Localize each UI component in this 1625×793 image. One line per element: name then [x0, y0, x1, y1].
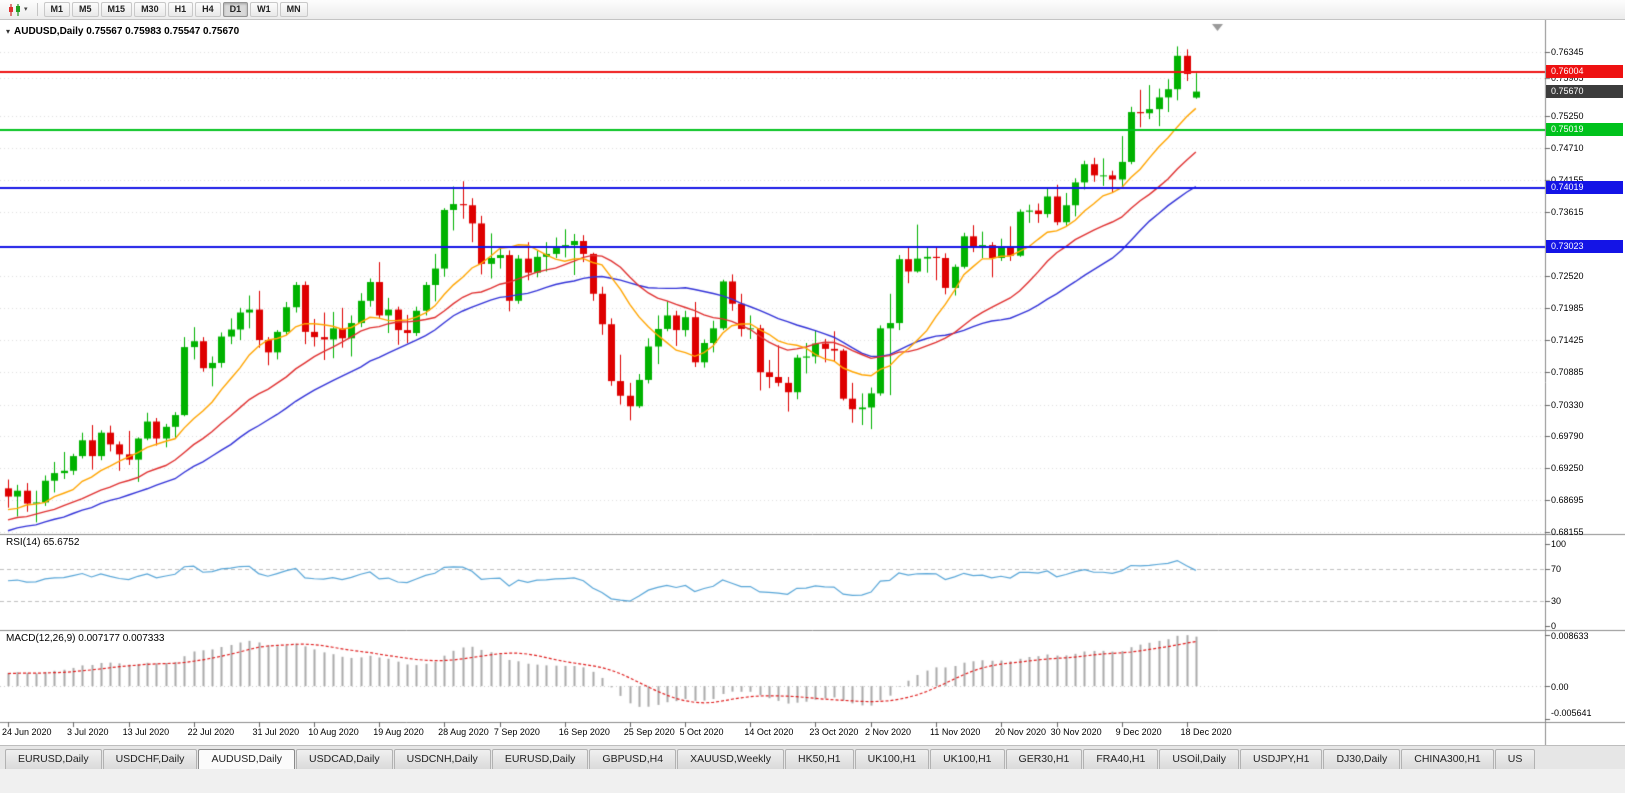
chart-title-text: AUDUSD,Daily 0.75567 0.75983 0.75547 0.7… [14, 26, 240, 37]
date-label: 16 Sep 2020 [558, 727, 610, 737]
price-tick-label: 0.70330 [1551, 399, 1584, 410]
timeframe-button-m15[interactable]: M15 [100, 2, 133, 17]
timeframe-button-h1[interactable]: H1 [167, 2, 194, 17]
date-label: 20 Nov 2020 [994, 727, 1046, 737]
price-tag-support-line: 0.73023 [1546, 239, 1623, 253]
price-tag-support-line: 0.74019 [1546, 181, 1623, 195]
chart-tab-usdjpy-h1[interactable]: USDJPY,H1 [1240, 749, 1323, 769]
toolbar-separator [36, 3, 38, 16]
price-tick-label: 0.68155 [1551, 527, 1584, 538]
timeframe-button-m1[interactable]: M1 [43, 2, 71, 17]
chevron-down-icon: ▾ [24, 6, 28, 13]
date-label: 5 Oct 2020 [679, 727, 724, 737]
timeframe-button-h4[interactable]: H4 [195, 2, 221, 17]
timeframe-button-w1[interactable]: W1 [250, 2, 278, 17]
date-label: 22 Jul 2020 [187, 727, 235, 737]
price-tick-label: 0.70885 [1551, 367, 1584, 377]
chart-tabs-bar: EURUSD,Daily USDCHF,Daily AUDUSD,Daily USDC… [0, 745, 1625, 769]
date-label: 3 Jul 2020 [66, 727, 109, 737]
chart-tab-ger30-h1[interactable]: GER30,H1 [1005, 749, 1083, 769]
price-tag-support-line: 0.75019 [1546, 122, 1623, 136]
price-tick-label: 0.76345 [1551, 47, 1584, 57]
price-tick-label: 0.71985 [1551, 302, 1584, 313]
macd-scale-label: 0.00 [1551, 682, 1569, 693]
price-tick-label: 0.72520 [1551, 271, 1584, 282]
timeframe-button-d1[interactable]: D1 [222, 2, 249, 17]
chart-tab-eurusd-daily[interactable]: EURUSD,Daily [491, 749, 589, 769]
chart-tab-eurusd-daily[interactable]: EURUSD,Daily [5, 749, 102, 769]
rsi-level-label: 100 [1551, 539, 1567, 549]
candlestick-chart-icon [9, 3, 20, 16]
rsi-label: RSI(14) 65.6752 [6, 537, 80, 548]
price-chart-canvas[interactable] [0, 20, 1625, 745]
date-label: 14 Oct 2020 [744, 727, 794, 737]
price-tag-current-price: 0.75670 [1546, 84, 1623, 98]
date-label: 24 Jun 2020 [2, 727, 52, 737]
date-label: 10 Aug 2020 [308, 727, 359, 737]
date-label: 9 Dec 2020 [1115, 727, 1162, 737]
timeframe-button-m5[interactable]: M5 [72, 2, 99, 17]
chart-tab-usdchf-daily[interactable]: USDCHF,Daily [102, 749, 198, 769]
toolbar: ▾ M1 M5 M15 M30 H1 H4 D1 W1 MN [0, 0, 1625, 20]
chart-tab-dj30-daily[interactable]: DJ30,Daily [1323, 749, 1401, 769]
macd-scale-label: -0.005641 [1551, 708, 1592, 718]
symbol-marker-icon: ▾ [6, 27, 11, 36]
timeframe-button-group: M1 M5 M15 M30 H1 H4 D1 W1 MN [43, 2, 309, 17]
chart-tab-fra40-h1[interactable]: FRA40,H1 [1083, 749, 1159, 769]
chart-region: ▾ AUDUSD,Daily 0.75567 0.75983 0.75547 0… [0, 20, 1625, 745]
chart-tab-uk100-h1[interactable]: UK100,H1 [854, 749, 930, 769]
chart-tab-audusd-daily[interactable]: AUDUSD,Daily [198, 749, 296, 769]
price-tick-label: 0.68695 [1551, 495, 1584, 506]
date-label: 23 Oct 2020 [809, 727, 859, 737]
date-label: 30 Nov 2020 [1050, 727, 1102, 737]
chart-tab-xauusd-weekly[interactable]: XAUUSD,Weekly [677, 749, 785, 769]
date-label: 25 Sep 2020 [623, 727, 675, 737]
rsi-level-label: 30 [1551, 596, 1562, 607]
price-tick-label: 0.69790 [1551, 431, 1584, 442]
rsi-level-label: 70 [1551, 563, 1562, 574]
timeframe-button-m30[interactable]: M30 [134, 2, 166, 17]
price-tag-resistance-line: 0.76004 [1546, 64, 1623, 78]
macd-label: MACD(12,26,9) 0.007177 0.007333 [6, 633, 165, 644]
chart-tab-gbpusd-h4[interactable]: GBPUSD,H4 [589, 749, 677, 769]
price-tick-label: 0.74155 [1551, 175, 1584, 185]
date-label: 11 Nov 2020 [930, 727, 981, 737]
chart-tab-usdcad-daily[interactable]: USDCAD,Daily [296, 749, 393, 769]
chart-tab-us[interactable]: US [1494, 749, 1536, 769]
chart-type-button[interactable]: ▾ [4, 3, 32, 17]
date-label: 2 Nov 2020 [865, 727, 912, 737]
date-label: 19 Aug 2020 [373, 727, 424, 737]
price-tick-label: 0.74710 [1551, 142, 1584, 153]
rsi-level-label: 0 [1551, 621, 1557, 631]
chart-tab-usoil-daily[interactable]: USOil,Daily [1159, 749, 1240, 769]
date-label: 31 Jul 2020 [252, 727, 300, 737]
chart-tab-china300-h1[interactable]: CHINA300,H1 [1401, 749, 1494, 769]
date-label: 18 Dec 2020 [1180, 727, 1232, 737]
bottom-strip [0, 769, 1625, 793]
chart-tab-uk100-h1[interactable]: UK100,H1 [930, 749, 1005, 769]
timeframe-button-mn[interactable]: MN [279, 2, 308, 17]
price-tick-label: 0.75250 [1551, 111, 1584, 122]
chart-tab-usdcnh-daily[interactable]: USDCNH,Daily [393, 749, 491, 769]
date-label: 28 Aug 2020 [438, 727, 489, 737]
price-tick-label: 0.71425 [1551, 335, 1584, 346]
date-label: 7 Sep 2020 [493, 727, 540, 737]
date-label: 13 Jul 2020 [122, 727, 170, 737]
macd-scale-label: 0.008633 [1551, 631, 1589, 642]
chart-tab-hk50-h1[interactable]: HK50,H1 [785, 749, 854, 769]
price-tick-label: 0.69250 [1551, 462, 1584, 473]
price-tick-label: 0.73615 [1551, 207, 1584, 217]
chart-title: ▾ AUDUSD,Daily 0.75567 0.75983 0.75547 0… [6, 26, 239, 37]
